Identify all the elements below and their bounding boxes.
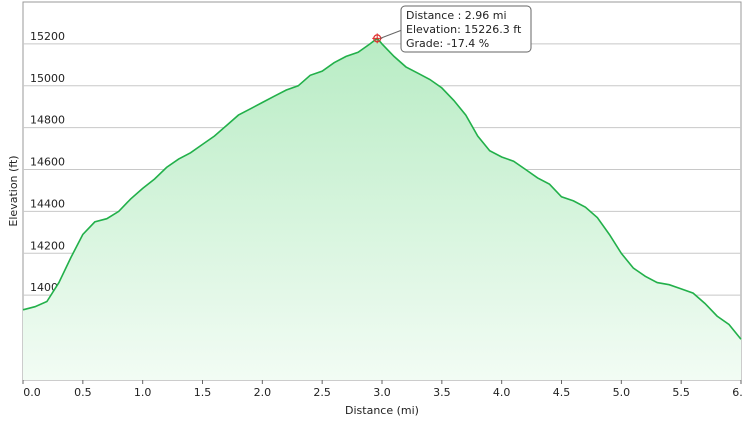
x-tick-label: 3.0 (373, 386, 391, 399)
x-tick-label: 6.0 (732, 386, 743, 399)
x-tick-label: 1.5 (194, 386, 212, 399)
y-tick-label: 14600 (30, 156, 65, 169)
x-tick-label: 0.5 (74, 386, 92, 399)
x-tick-label: 1.0 (134, 386, 152, 399)
x-tick-label: 5.0 (613, 386, 631, 399)
x-tick-label: 5.5 (672, 386, 690, 399)
tooltip-pointer (380, 29, 403, 39)
y-tick-label: 15000 (30, 72, 65, 85)
tooltip-line: Elevation: 15226.3 ft (406, 23, 522, 36)
y-tick-label: 14800 (30, 114, 65, 127)
x-tick-label: 3.5 (433, 386, 451, 399)
tooltip-line: Distance : 2.96 mi (406, 9, 507, 22)
x-tick-label: 2.5 (313, 386, 331, 399)
x-tick-label: 4.5 (553, 386, 571, 399)
y-tick-label: 14200 (30, 239, 65, 252)
y-tick-label: 14400 (30, 197, 65, 210)
x-tick-label: 0.0 (23, 386, 41, 399)
x-axis-title: Distance (mi) (345, 404, 419, 417)
tooltip-line: Grade: -17.4 % (406, 37, 489, 50)
tooltip-box (400, 5, 532, 53)
y-tick-label: 15200 (30, 30, 65, 43)
area-fill (23, 38, 741, 381)
x-tick-label: 2.0 (254, 386, 272, 399)
y-axis-title: Elevation (ft) (7, 155, 20, 226)
x-tick-label: 4.0 (493, 386, 511, 399)
